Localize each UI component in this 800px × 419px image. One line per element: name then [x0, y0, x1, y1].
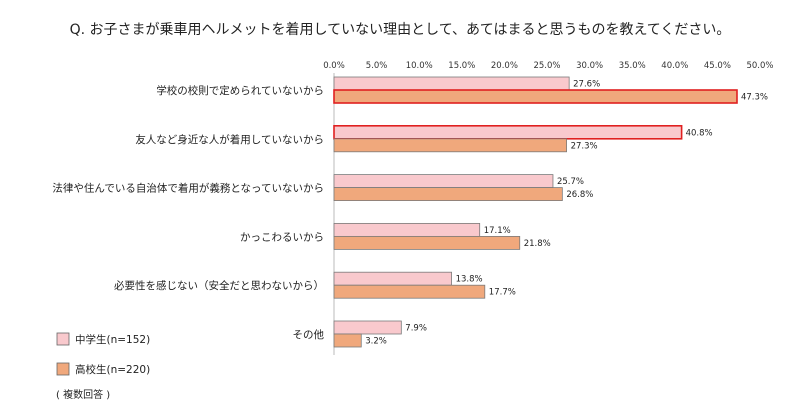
data-label: 47.3%: [741, 93, 768, 103]
bar: [333, 222, 481, 237]
legend-label: 中学生(n=152): [75, 333, 150, 346]
bar: [333, 174, 554, 189]
x-tick-label: 5.0%: [366, 61, 388, 71]
x-tick-label: 0.0%: [323, 61, 345, 71]
data-label: 7.9%: [405, 324, 427, 334]
x-tick-label: 50.0%: [746, 61, 773, 71]
category-label: 学校の校則で定められていないから: [156, 84, 324, 97]
x-tick-label: 40.0%: [661, 61, 688, 71]
data-label: 17.7%: [489, 288, 516, 298]
data-label: 27.3%: [571, 141, 598, 151]
x-tick-label: 20.0%: [491, 61, 518, 71]
data-label: 40.8%: [686, 128, 713, 138]
data-label: 3.2%: [365, 337, 387, 347]
x-tick-label: 35.0%: [619, 61, 646, 71]
bar: [333, 235, 521, 250]
x-tick-label: 10.0%: [406, 61, 433, 71]
bar: [333, 125, 683, 140]
data-label: 21.8%: [524, 239, 551, 249]
x-tick-label: 30.0%: [576, 61, 603, 71]
bar: [333, 333, 362, 348]
bar: [333, 284, 486, 299]
legend-swatch: [56, 362, 70, 376]
category-label: 必要性を感じない（安全だと思わないから）: [114, 279, 324, 292]
legend-label: 高校生(n=220): [75, 363, 150, 376]
category-label: 友人など身近な人が着用していないから: [135, 133, 324, 146]
bar: [333, 76, 570, 91]
data-label: 13.8%: [456, 275, 483, 285]
bar: [333, 271, 452, 286]
chart-title: Q. お子さまが乗車用ヘルメットを着用していない理由として、あてはまると思うもの…: [70, 21, 731, 38]
legend-swatch: [56, 332, 70, 346]
data-label: 17.1%: [484, 226, 511, 236]
x-tick-label: 25.0%: [533, 61, 560, 71]
category-label: その他: [293, 328, 325, 341]
bar: [333, 187, 563, 202]
multiple-answer-note: ( 複数回答 ): [56, 388, 110, 401]
data-label: 27.6%: [573, 80, 600, 90]
category-label: 法律や住んでいる自治体で着用が義務となっていないから: [52, 182, 324, 195]
bar: [333, 89, 738, 104]
bar: [333, 138, 567, 153]
bar: [333, 320, 402, 335]
category-label: かっこわるいから: [240, 231, 324, 243]
x-tick-label: 45.0%: [704, 61, 731, 71]
x-tick-label: 15.0%: [448, 61, 475, 71]
data-label: 26.8%: [566, 190, 593, 200]
data-label: 25.7%: [557, 177, 584, 187]
